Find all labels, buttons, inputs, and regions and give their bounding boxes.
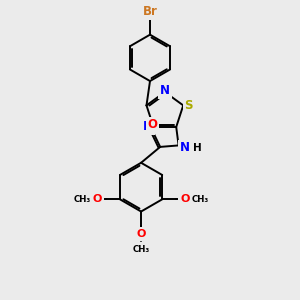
Text: CH₃: CH₃: [73, 195, 91, 204]
Text: Br: Br: [142, 5, 158, 18]
Text: N: N: [180, 141, 190, 154]
Text: S: S: [184, 99, 193, 112]
Text: O: O: [136, 229, 146, 239]
Text: CH₃: CH₃: [133, 245, 150, 254]
Text: O: O: [148, 118, 158, 131]
Text: O: O: [180, 194, 190, 204]
Text: CH₃: CH₃: [192, 195, 209, 204]
Text: O: O: [93, 194, 102, 204]
Text: H: H: [193, 143, 201, 153]
Text: N: N: [143, 121, 153, 134]
Text: N: N: [160, 84, 170, 97]
